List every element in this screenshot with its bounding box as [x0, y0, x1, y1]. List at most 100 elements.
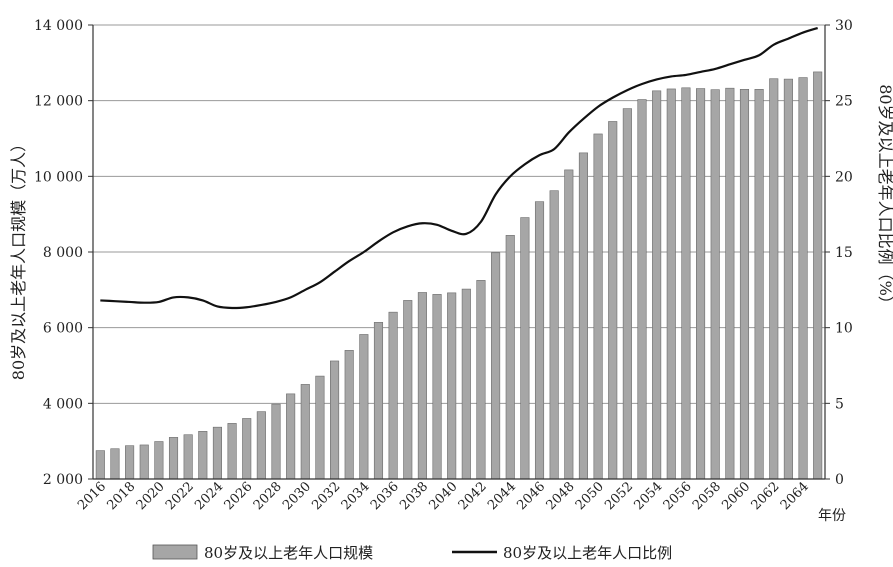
left-tick-label: 2 000	[43, 472, 83, 488]
right-axis-title: 80岁及以上老年人口比例（%）	[876, 84, 893, 312]
bar-2043	[491, 252, 501, 480]
bar-2055	[666, 88, 676, 480]
bar-2044	[505, 235, 515, 480]
bar-2052	[622, 108, 632, 480]
bar-2037	[403, 300, 413, 480]
right-tick-label: 15	[835, 245, 853, 261]
right-tick-label: 10	[835, 321, 853, 337]
bar-2050	[593, 133, 603, 480]
ratio-line	[100, 26, 819, 310]
bar-2022	[183, 434, 193, 480]
x-tick-label: 2050	[573, 479, 607, 513]
x-tick-label: 2064	[778, 479, 812, 513]
x-tick-label: 2054	[631, 479, 665, 513]
bar-2064	[798, 77, 808, 480]
right-axis-ticks: 0 5 10 15 20 25 30	[825, 18, 853, 488]
bar-2024	[212, 426, 222, 480]
bar-2034	[359, 334, 369, 480]
x-tick-label: 2036	[368, 479, 402, 513]
x-unit-label: 年份	[818, 508, 846, 524]
bar-2032	[330, 360, 340, 480]
bar-2063	[783, 78, 793, 480]
x-tick-label: 2052	[602, 479, 636, 513]
x-tick-label: 2056	[661, 479, 695, 513]
bar-2060	[739, 89, 750, 480]
right-tick-label: 0	[835, 472, 844, 488]
bar-2058	[710, 89, 720, 480]
x-tick-label: 2040	[427, 479, 461, 513]
bar-2056	[681, 87, 691, 480]
bar-2027	[256, 411, 266, 480]
bar-2033	[344, 350, 354, 480]
bar-2054	[652, 90, 662, 480]
left-tick-label: 4 000	[43, 396, 83, 412]
bar-2039	[432, 294, 442, 480]
x-tick-label: 2060	[719, 479, 753, 513]
bar-2049	[578, 152, 588, 480]
bar-2023	[198, 431, 208, 480]
left-tick-label: 12 000	[34, 94, 83, 110]
legend: 80岁及以上老年人口规模 80岁及以上老年人口比例	[152, 544, 672, 562]
bar-2018	[125, 445, 135, 480]
right-tick-label: 20	[835, 169, 853, 185]
bar-2021	[168, 437, 179, 480]
bar-series	[95, 71, 823, 480]
bar-2025	[227, 423, 237, 480]
bar-2016	[95, 450, 105, 480]
x-tick-label: 2046	[514, 479, 548, 513]
bar-2051	[608, 121, 618, 480]
legend-bar-label: 80岁及以上老年人口规模	[204, 544, 373, 562]
bar-2020	[154, 441, 164, 480]
bar-2046	[534, 201, 545, 480]
bar-2036	[388, 311, 398, 480]
bar-2035	[373, 322, 384, 480]
left-tick-label: 6 000	[43, 321, 83, 337]
bar-2065	[813, 71, 823, 480]
left-axis-ticks: 2 000 4 000 6 000 8 000 10 000 12 000 14 000	[34, 18, 93, 488]
legend-bar-swatch	[152, 544, 198, 560]
x-tick-label: 2038	[397, 479, 431, 513]
left-tick-label: 8 000	[43, 245, 83, 261]
bar-2041	[461, 288, 471, 480]
bar-2019	[139, 444, 149, 480]
bar-2061	[754, 89, 764, 480]
legend-line-label: 80岁及以上老年人口比例	[503, 544, 672, 562]
x-tick-label: 2030	[280, 479, 314, 513]
x-tick-label: 2032	[309, 479, 343, 513]
bar-2029	[286, 393, 296, 480]
x-tick-label: 2034	[339, 479, 373, 513]
bar-2062	[769, 78, 779, 480]
bar-2017	[110, 448, 120, 480]
bar-2048	[564, 169, 574, 480]
bar-2045	[520, 217, 530, 480]
bar-2059	[725, 87, 735, 480]
line-series	[100, 26, 819, 310]
bar-2040	[447, 292, 457, 480]
x-tick-label: 2018	[104, 479, 138, 513]
left-axis-title: 80岁及以上老年人口规模（万人）	[9, 136, 28, 380]
bar-2030	[300, 384, 310, 480]
x-tick-label: 2042	[456, 479, 490, 513]
bar-2038	[417, 292, 427, 480]
bar-2053	[637, 99, 647, 480]
left-tick-label: 10 000	[34, 169, 83, 185]
right-tick-label: 30	[835, 18, 853, 34]
left-tick-label: 14 000	[34, 18, 83, 34]
bar-2028	[271, 403, 281, 480]
x-tick-label: 2028	[251, 479, 285, 513]
bar-2042	[476, 280, 486, 480]
x-tick-label: 2044	[485, 479, 519, 513]
bar-2047	[549, 190, 559, 480]
x-tick-label: 2022	[163, 479, 197, 513]
right-tick-label: 5	[835, 396, 844, 412]
x-tick-label: 2058	[690, 479, 724, 513]
x-tick-label: 2020	[134, 479, 168, 513]
bar-2026	[242, 418, 252, 480]
x-tick-label: 2048	[544, 479, 578, 513]
bar-2057	[696, 88, 706, 480]
bar-2031	[315, 375, 325, 480]
right-tick-label: 25	[835, 94, 853, 110]
x-tick-label: 2024	[192, 479, 226, 513]
x-axis-ticks: 2016201820202022202420262028203020322034…	[75, 479, 812, 513]
